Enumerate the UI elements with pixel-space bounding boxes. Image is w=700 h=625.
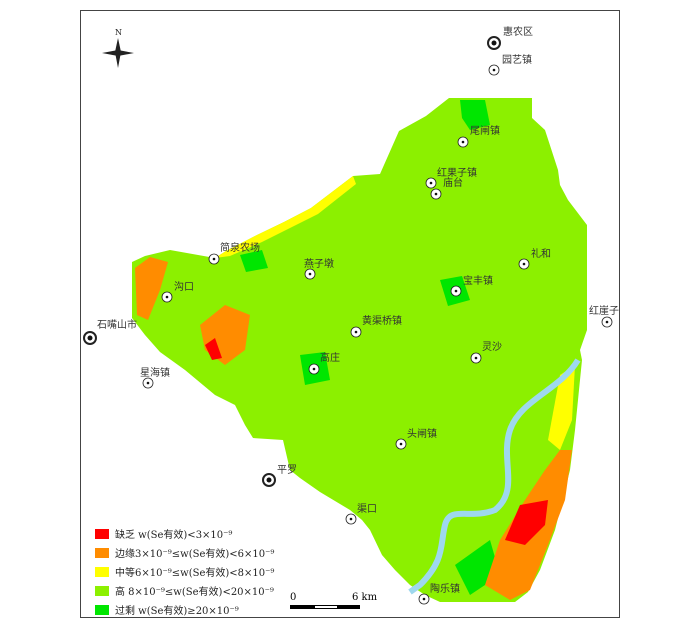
place-dot-icon: [474, 356, 478, 360]
region-marginal: [135, 257, 168, 320]
legend-swatch: [95, 547, 109, 558]
place-marker: 头闸镇: [395, 427, 437, 450]
place-marker: 礼和: [518, 247, 551, 270]
place-label: 红果子镇: [437, 166, 477, 179]
place-label: 平罗: [277, 464, 297, 476]
place-label: 渠口: [357, 503, 377, 515]
place-dot-icon: [429, 181, 433, 185]
place-label: 惠农区: [503, 25, 533, 38]
place-dot-icon: [349, 517, 353, 521]
place-dot-icon: [146, 381, 150, 385]
place-dot-icon: [212, 257, 216, 261]
place-dot-icon: [308, 272, 312, 276]
place-marker: 燕子墩: [304, 257, 334, 280]
place-marker: 红崖子: [589, 304, 619, 328]
place-dot-icon: [454, 289, 458, 293]
place-dot-icon: [522, 262, 526, 266]
place-dot-icon: [422, 597, 426, 601]
place-label: 礼和: [531, 247, 551, 260]
legend-item-marginal: 边缘3×10⁻⁹≤w(Se有效)<6×10⁻⁹: [95, 543, 274, 562]
place-marker: 红果子镇: [425, 166, 477, 189]
place-dot-icon: [605, 320, 609, 324]
scale-end: 6 km: [352, 592, 378, 603]
place-label: 星海镇: [140, 366, 170, 379]
region-excess: [240, 250, 268, 272]
place-label: 红崖子: [589, 304, 619, 317]
place-dot-icon: [461, 140, 465, 144]
region-deficient: [505, 500, 548, 545]
north-label: N: [115, 28, 122, 37]
north-arrow-icon: N: [102, 28, 134, 68]
place-label: 陶乐镇: [430, 582, 460, 595]
place-marker: 尾闸镇: [457, 124, 500, 148]
place-dot-icon: [354, 330, 358, 334]
place-label: 沟口: [174, 280, 194, 293]
place-label: 高庄: [320, 351, 340, 364]
place-label: 黄渠桥镇: [362, 314, 402, 327]
legend: 缺乏 w(Se有效)<3×10⁻⁹ 边缘3×10⁻⁹≤w(Se有效)<6×10⁻…: [95, 524, 274, 619]
place-marker: 沟口: [161, 280, 194, 303]
region-medium: [548, 365, 575, 450]
region-excess: [460, 100, 490, 130]
place-label: 简泉农场: [220, 241, 260, 254]
legend-swatch: [95, 585, 109, 596]
place-dot-icon: [87, 335, 93, 341]
place-dot-icon: [491, 40, 497, 46]
place-marker: 惠农区: [487, 25, 533, 50]
legend-swatch: [95, 604, 109, 615]
legend-item-high: 高 8×10⁻⁹≤w(Se有效)<20×10⁻⁹: [95, 581, 274, 600]
place-marker: 简泉农场: [208, 241, 260, 265]
place-label: 庙台: [443, 176, 463, 189]
region-deficient: [205, 338, 222, 360]
place-marker: 渠口: [345, 503, 377, 525]
place-marker: 庙台: [430, 176, 463, 200]
place-dot-icon: [434, 192, 438, 196]
map-frame: [80, 10, 620, 618]
yellow-river: [408, 358, 581, 595]
place-label: 灵沙: [482, 341, 502, 353]
place-label: 石嘴山市: [97, 318, 137, 331]
place-marker: 宝丰镇: [450, 274, 493, 297]
place-marker: 灵沙: [470, 341, 502, 364]
place-marker: 石嘴山市: [83, 318, 137, 345]
place-dot-icon: [266, 477, 272, 483]
place-label: 燕子墩: [304, 257, 334, 270]
place-marker: 陶乐镇: [418, 582, 460, 605]
place-marker: 星海镇: [140, 366, 170, 389]
place-dot-icon: [399, 442, 403, 446]
region-high: [132, 98, 587, 602]
place-label: 尾闸镇: [470, 124, 500, 137]
legend-item-excess: 过剩 w(Se有效)≥20×10⁻⁹: [95, 600, 274, 619]
place-label: 宝丰镇: [463, 274, 493, 287]
place-label: 头闸镇: [407, 427, 437, 440]
place-marker: 平罗: [262, 464, 297, 487]
place-marker: 园艺镇: [488, 53, 532, 76]
legend-item-deficient: 缺乏 w(Se有效)<3×10⁻⁹: [95, 524, 274, 543]
place-dot-icon: [312, 367, 316, 371]
scale-start: 0: [290, 592, 297, 603]
legend-item-medium: 中等6×10⁻⁹≤w(Se有效)<8×10⁻⁹: [95, 562, 274, 581]
region-medium: [215, 176, 356, 258]
place-label: 园艺镇: [502, 53, 532, 66]
place-marker: 黄渠桥镇: [350, 314, 402, 338]
place-dot-icon: [492, 68, 496, 72]
place-marker: 高庄: [308, 351, 340, 375]
legend-swatch: [95, 528, 109, 539]
place-dot-icon: [165, 295, 169, 299]
legend-swatch: [95, 566, 109, 577]
